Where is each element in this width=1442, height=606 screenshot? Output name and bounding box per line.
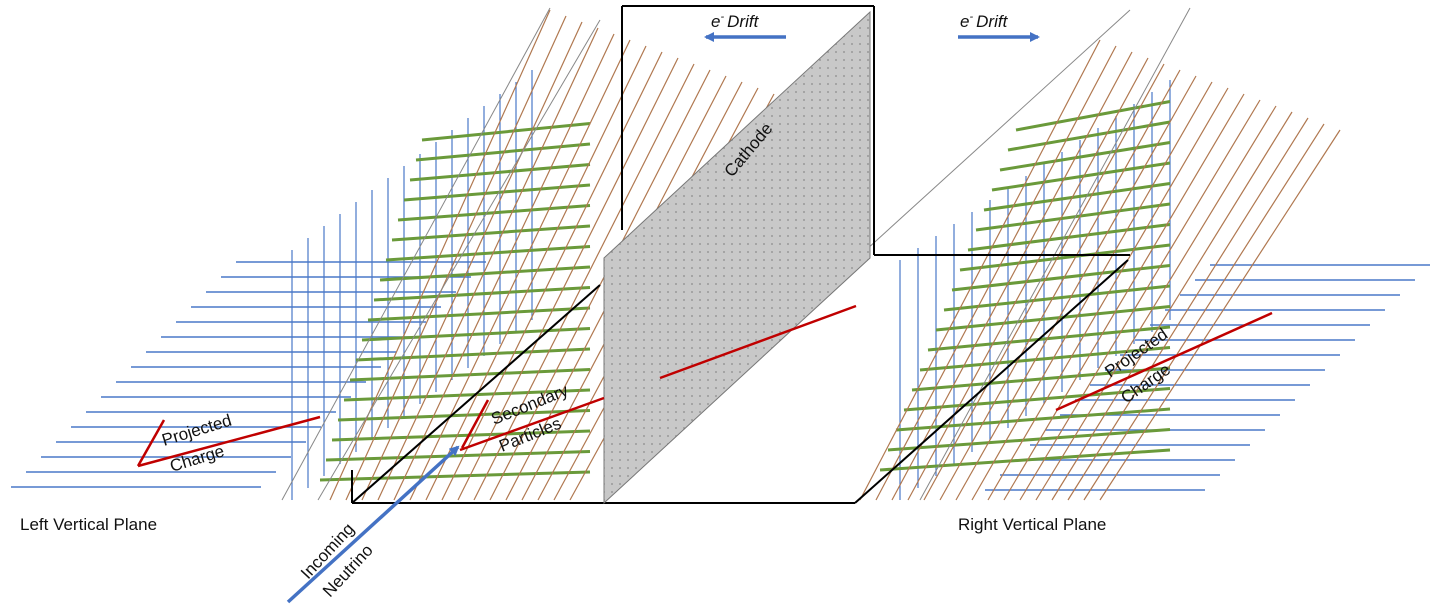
collection-wire bbox=[959, 243, 1171, 272]
particle-tracks bbox=[136, 304, 1273, 468]
induction-wire bbox=[923, 63, 1165, 501]
collection-wire bbox=[403, 183, 591, 202]
collection-wire bbox=[343, 388, 591, 402]
collection-wire bbox=[409, 163, 591, 182]
induction-wire bbox=[345, 15, 567, 501]
plane-edge bbox=[854, 9, 1131, 261]
induction-wire bbox=[361, 21, 583, 501]
collection-wire bbox=[879, 448, 1171, 472]
right-wire-plane bbox=[854, 7, 1430, 501]
collection-wire bbox=[943, 284, 1171, 312]
left-projected-branch bbox=[136, 419, 166, 467]
collection-wire bbox=[919, 346, 1171, 372]
left-projected-label-2: Charge bbox=[168, 441, 227, 475]
induction-wire bbox=[425, 45, 647, 501]
induction-wire bbox=[987, 87, 1229, 501]
cathode-plane bbox=[603, 10, 871, 505]
collection-wire bbox=[975, 202, 1171, 232]
induction-wire bbox=[473, 63, 695, 501]
collection-wire bbox=[415, 142, 591, 162]
collection-wire bbox=[903, 387, 1171, 412]
neutrino-arrow bbox=[286, 445, 460, 604]
induction-wire bbox=[1083, 123, 1325, 501]
collection-wire bbox=[999, 141, 1171, 172]
collection-wire bbox=[1007, 120, 1171, 152]
collection-wire bbox=[391, 224, 591, 242]
left-projected-track bbox=[137, 415, 321, 468]
right-projected-track bbox=[1055, 311, 1273, 412]
left-plane-label: Left Vertical Plane bbox=[20, 515, 157, 534]
induction-wire bbox=[875, 45, 1117, 501]
plane-edge bbox=[317, 19, 601, 501]
induction-wire bbox=[1051, 111, 1293, 501]
induction-wire bbox=[441, 51, 663, 501]
collection-wire bbox=[895, 407, 1171, 432]
induction-wire bbox=[939, 69, 1181, 501]
collection-wire bbox=[927, 325, 1171, 352]
induction-wire bbox=[1019, 99, 1261, 501]
induction-wire bbox=[409, 39, 631, 501]
collection-wire bbox=[1015, 100, 1171, 132]
induction-wire bbox=[907, 57, 1149, 501]
induction-wire bbox=[457, 57, 679, 501]
plane-edge bbox=[281, 7, 551, 501]
induction-wire bbox=[955, 75, 1197, 501]
induction-wire bbox=[859, 39, 1101, 501]
induction-wire bbox=[1099, 129, 1341, 501]
collection-wire bbox=[887, 428, 1171, 452]
secondary-track-inside bbox=[659, 304, 857, 380]
induction-wire bbox=[891, 51, 1133, 501]
right-drift-electron: e- Drift bbox=[960, 11, 1009, 31]
collection-wire bbox=[935, 305, 1171, 332]
collection-wire bbox=[367, 306, 591, 322]
induction-wire bbox=[377, 27, 599, 501]
induction-wire bbox=[329, 9, 551, 501]
collection-wire bbox=[373, 286, 591, 302]
collection-wire bbox=[379, 265, 591, 282]
collection-wire bbox=[421, 122, 591, 142]
left-wire-plane bbox=[11, 7, 791, 501]
collection-wire bbox=[991, 161, 1171, 192]
induction-wire bbox=[1003, 93, 1245, 501]
secondary-track bbox=[459, 396, 605, 452]
induction-wire bbox=[393, 33, 615, 501]
collection-wire bbox=[983, 182, 1171, 212]
collection-wire bbox=[951, 264, 1171, 292]
collection-wire bbox=[319, 470, 591, 482]
collection-wire bbox=[355, 347, 591, 362]
secondary-track-branch bbox=[460, 399, 490, 449]
collection-wire bbox=[331, 429, 591, 442]
induction-wire bbox=[1035, 105, 1277, 501]
right-plane-label: Right Vertical Plane bbox=[958, 515, 1106, 534]
collection-wire bbox=[361, 327, 591, 342]
induction-wire bbox=[1067, 117, 1309, 501]
left-drift-electron: e- Drift bbox=[711, 11, 760, 31]
collection-wire bbox=[337, 409, 591, 422]
collection-wire bbox=[385, 245, 591, 262]
